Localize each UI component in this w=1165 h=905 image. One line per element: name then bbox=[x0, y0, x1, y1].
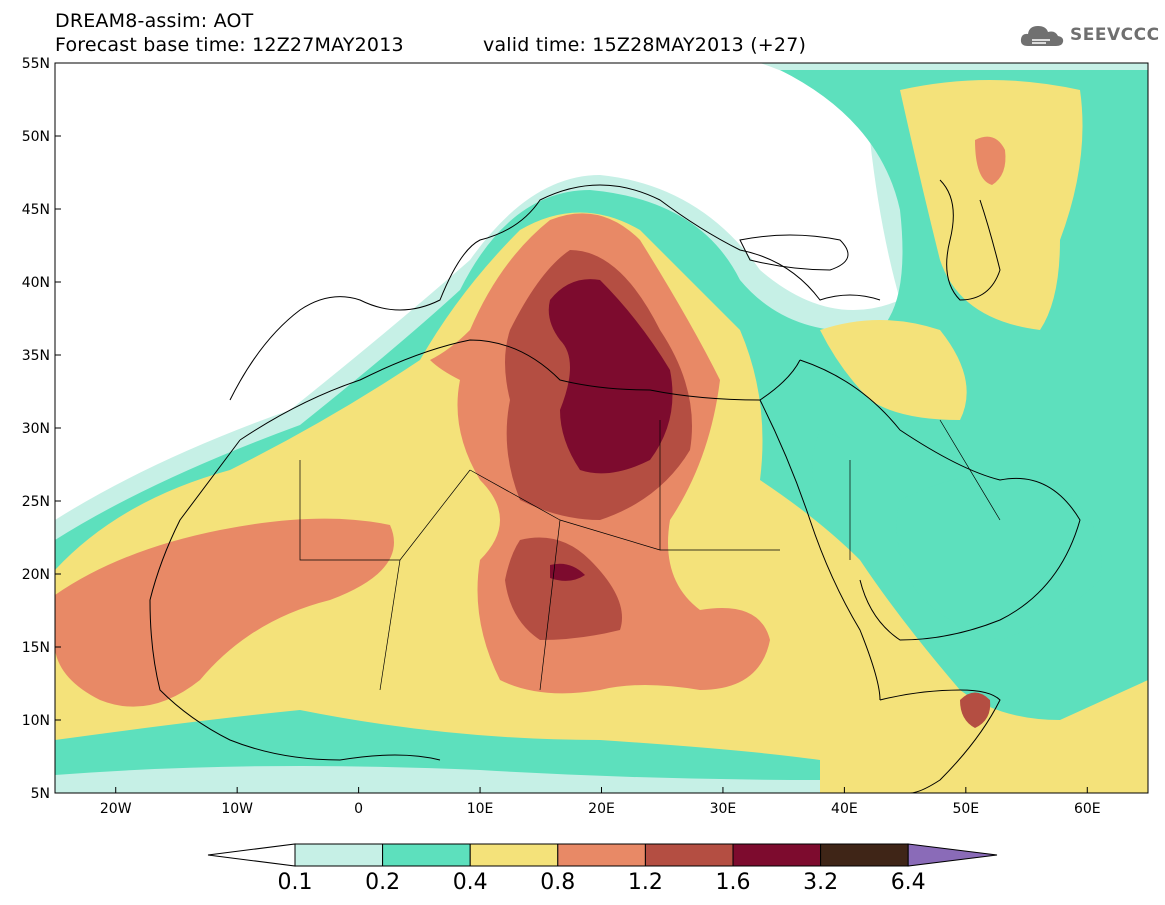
lat-tick-label: 40N bbox=[22, 275, 50, 291]
lat-tick-label: 25N bbox=[22, 494, 50, 510]
lat-tick-label: 35N bbox=[22, 348, 50, 364]
colorbar-swatch bbox=[644, 843, 734, 867]
aot-band-0.8 bbox=[55, 518, 394, 707]
colorbar-label: 1.6 bbox=[715, 870, 751, 895]
map-title: DREAM8-assim: AOT bbox=[55, 10, 254, 32]
lat-tick-label: 15N bbox=[22, 640, 50, 656]
coastline-caspian bbox=[939, 179, 1001, 301]
colorbar-over-triangle bbox=[907, 843, 998, 867]
lon-tick-label: 20E bbox=[588, 801, 615, 817]
colorbar-label: 3.2 bbox=[803, 870, 839, 895]
colorbar-swatch bbox=[557, 843, 646, 867]
lat-tick-label: 50N bbox=[22, 129, 50, 145]
lat-tick-label: 55N bbox=[22, 56, 50, 72]
border-lines bbox=[299, 419, 1001, 691]
coastline-red-sea bbox=[759, 399, 881, 701]
colorbar-label: 1.2 bbox=[627, 870, 663, 895]
coastline-europe bbox=[229, 184, 881, 401]
latitude-axis: 55N 50N 45N 40N 35N 30N 25N 20N 15N 10N 5N bbox=[22, 56, 61, 802]
forecast-base-time: Forecast base time: 12Z27MAY2013 bbox=[55, 34, 404, 56]
colorbar-under-triangle bbox=[207, 843, 296, 867]
colorbar-swatch bbox=[294, 843, 384, 867]
colorbar-swatch bbox=[732, 843, 822, 867]
colorbar-label: 6.4 bbox=[890, 870, 926, 895]
colorbar-swatch bbox=[820, 843, 909, 867]
lat-tick-label: 5N bbox=[31, 786, 50, 802]
colorbar-swatch bbox=[382, 843, 471, 867]
cloud-icon bbox=[1020, 26, 1064, 46]
valid-time: valid time: 15Z28MAY2013 (+27) bbox=[483, 34, 807, 56]
coastline-horn-africa bbox=[879, 689, 1001, 793]
lon-tick-label: 40E bbox=[831, 801, 858, 817]
coastline-arabia bbox=[799, 359, 1081, 641]
coastline-west-africa bbox=[149, 439, 441, 761]
lon-tick-label: 60E bbox=[1074, 801, 1101, 817]
colorbar-label: 0.4 bbox=[452, 870, 488, 895]
colorbar-label: 0.1 bbox=[277, 870, 313, 895]
aot-band-1.6 bbox=[548, 279, 673, 474]
colorbar-swatch bbox=[469, 843, 559, 867]
seevccc-logo: SEEVCCC bbox=[1018, 22, 1160, 48]
longitude-axis: 20W 10W 0 10E 20E 30E 40E 50E 60E bbox=[100, 787, 1101, 817]
lon-tick-label: 50E bbox=[952, 801, 979, 817]
lat-tick-label: 45N bbox=[22, 202, 50, 218]
lon-tick-label: 10W bbox=[221, 801, 253, 817]
logo-text: SEEVCCC bbox=[1070, 25, 1160, 45]
lon-tick-label: 20W bbox=[100, 801, 132, 817]
coastline-black-sea bbox=[739, 234, 849, 271]
coastline-north-africa bbox=[239, 339, 801, 441]
lat-tick-label: 10N bbox=[22, 713, 50, 729]
lon-tick-label: 30E bbox=[710, 801, 737, 817]
colorbar-label: 0.8 bbox=[540, 870, 576, 895]
lat-tick-label: 20N bbox=[22, 567, 50, 583]
lat-tick-label: 30N bbox=[22, 421, 50, 437]
lon-tick-label: 0 bbox=[354, 801, 363, 817]
colorbar bbox=[207, 843, 998, 867]
lon-tick-label: 10E bbox=[467, 801, 494, 817]
colorbar-label: 0.2 bbox=[365, 870, 401, 895]
